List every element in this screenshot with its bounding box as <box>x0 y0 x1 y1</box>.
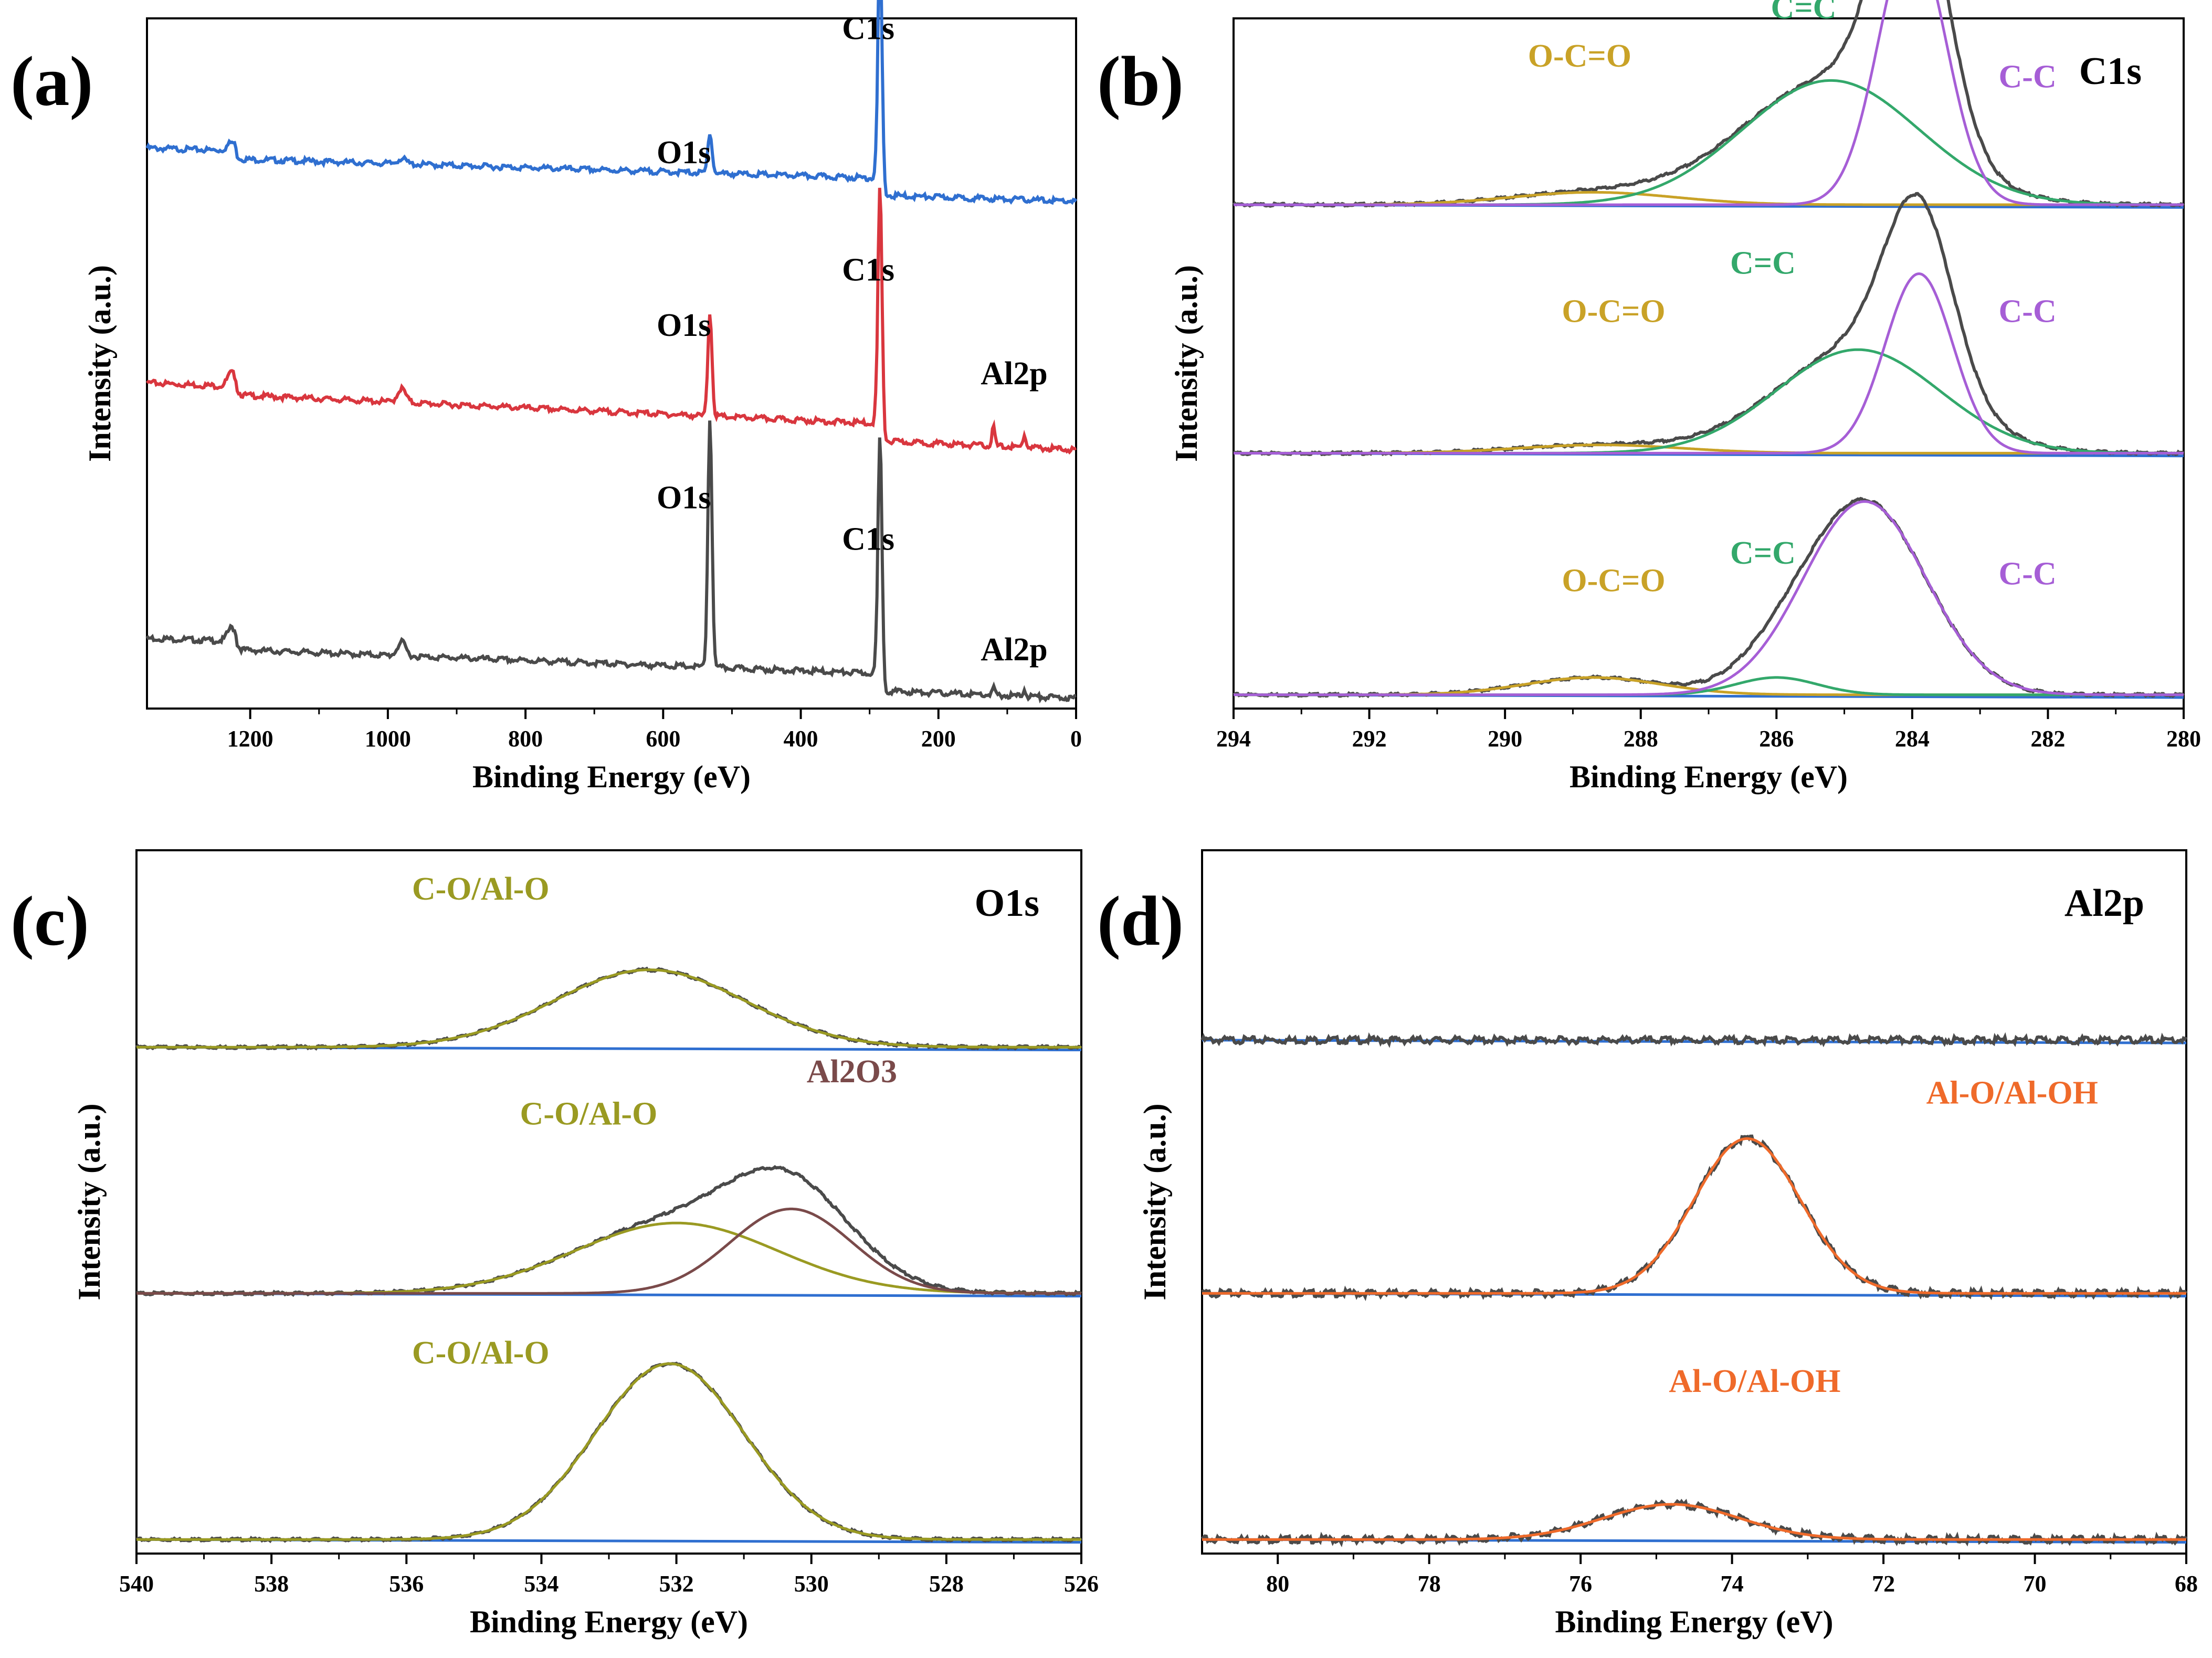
x-tick-label: 290 <box>1488 726 1522 752</box>
envelope-line <box>1201 1134 2188 1302</box>
x-tick-label: 538 <box>254 1571 289 1597</box>
x-axis-label: Binding Energy (eV) <box>470 1604 748 1639</box>
x-tick-label: 288 <box>1624 726 1658 752</box>
series-line-top <box>145 0 1078 205</box>
x-tick-label: 68 <box>2175 1571 2198 1597</box>
peak-annotation: C-C <box>1999 59 2057 95</box>
component-line-c-o-al-o <box>136 1221 1081 1295</box>
peak-annotation: C-C <box>1999 294 2057 330</box>
x-axis-label: Binding Energy (eV) <box>1555 1604 1833 1639</box>
envelope-line <box>1233 497 2185 699</box>
x-tick-label: 536 <box>389 1571 424 1597</box>
component-line-c-c <box>1234 0 2184 206</box>
peak-annotation: Al-O/Al-OH <box>1926 1075 2098 1111</box>
peak-annotation: C=C <box>1730 246 1796 281</box>
peak-annotation: C=C <box>1771 0 1837 26</box>
x-tick-label: 400 <box>784 726 818 752</box>
x-tick-label: 540 <box>119 1571 154 1597</box>
x-tick-label: 200 <box>921 726 956 752</box>
component-line-c-o-al-o <box>136 1362 1081 1541</box>
x-tick-label: 1000 <box>365 726 411 752</box>
x-tick-label: 294 <box>1216 726 1251 752</box>
series-line-bottom <box>145 420 1077 704</box>
envelope-line <box>135 1361 1082 1544</box>
component-line-c-c <box>1234 79 2184 206</box>
peak-annotation: O1s <box>657 135 711 171</box>
plot-frame <box>1201 849 2187 1555</box>
plot-frame <box>1233 17 2185 710</box>
component-line-al-o-al-oh <box>1202 1137 2186 1295</box>
peak-annotation: C1s <box>842 522 894 557</box>
x-axis-label: Binding Energy (eV) <box>472 759 751 794</box>
x-tick-label: 286 <box>1759 726 1794 752</box>
series-line-middle <box>145 187 1077 455</box>
envelope-line <box>1200 1032 2188 1048</box>
peak-annotation: O-C=O <box>1528 38 1631 74</box>
peak-annotation: C-O/Al-O <box>412 1335 550 1371</box>
x-tick-label: 800 <box>508 726 543 752</box>
y-axis-label: Intensity (a.u.) <box>82 265 117 462</box>
x-tick-label: 76 <box>1569 1571 1592 1597</box>
x-tick-label: 532 <box>659 1571 694 1597</box>
x-tick-label: 78 <box>1418 1571 1441 1597</box>
peak-annotation: O-C=O <box>1562 563 1665 598</box>
component-line-c-c <box>1234 500 2184 696</box>
x-axis-label: Binding Energy (eV) <box>1570 759 1848 794</box>
peak-annotation: Al2p <box>981 356 1047 392</box>
peak-annotation: C=C <box>1730 535 1796 571</box>
y-axis-label: Intensity (a.u.) <box>1137 1103 1172 1300</box>
x-tick-label: 72 <box>1872 1571 1895 1597</box>
element-label: O1s <box>975 882 1039 925</box>
panel-d: 80 78 76 74 72 70 68 Binding Energy (eV) Intensi… <box>1097 849 2198 1639</box>
peak-annotation: O-C=O <box>1562 294 1665 330</box>
peak-annotation: C-O/Al-O <box>520 1096 658 1132</box>
panel-label: (b) <box>1097 43 1184 121</box>
peak-annotation: C-C <box>1999 556 2057 592</box>
plot-frame <box>146 17 1077 710</box>
peak-annotation: C-O/Al-O <box>412 871 550 907</box>
peak-annotation: C1s <box>842 252 894 288</box>
x-tick-label: 74 <box>1721 1571 1744 1597</box>
x-tick-label: 280 <box>2166 726 2201 752</box>
plot-frame <box>135 849 1082 1555</box>
x-tick-label: 1200 <box>227 726 273 752</box>
envelope-line <box>135 966 1082 1051</box>
y-axis-label: Intensity (a.u.) <box>72 1103 107 1300</box>
x-tick-label: 600 <box>646 726 680 752</box>
panel-a: 1200 1000 800 600 400 200 0 Binding Energy (eV)… <box>10 0 1082 794</box>
x-tick-label: 80 <box>1266 1571 1289 1597</box>
envelope-line <box>1232 0 2185 208</box>
x-tick-label: 530 <box>794 1571 829 1597</box>
peak-annotation: C1s <box>842 10 894 46</box>
element-label: Al2p <box>2064 882 2144 925</box>
panel-c: 540 538 536 534 532 530 528 526 Binding Energy (… <box>10 849 1099 1639</box>
panel-b: 294 292 290 288 286 284 282 280 Binding Energy (… <box>1097 0 2201 794</box>
component-line-al2o3 <box>136 1207 1081 1295</box>
component-line-c-c <box>1234 348 2184 455</box>
x-tick-label: 534 <box>524 1571 559 1597</box>
element-label: C1s <box>2079 50 2142 93</box>
component-line-c-o-al-o <box>136 968 1081 1049</box>
envelope-line <box>136 1165 1082 1297</box>
component-line-al-o-al-oh <box>1202 1503 2186 1541</box>
component-line-c-c <box>1234 272 2184 455</box>
peak-annotation: O1s <box>657 308 711 343</box>
x-tick-label: 282 <box>2030 726 2065 752</box>
peak-annotation: O1s <box>657 480 711 516</box>
x-tick-label: 526 <box>1064 1571 1099 1597</box>
x-tick-label: 0 <box>1070 726 1082 752</box>
peak-annotation: Al-O/Al-OH <box>1669 1364 1840 1399</box>
y-axis-label: Intensity (a.u.) <box>1169 265 1204 462</box>
x-tick-label: 528 <box>929 1571 964 1597</box>
peak-annotation: Al2O3 <box>807 1054 897 1090</box>
x-tick-label: 70 <box>2024 1571 2047 1597</box>
x-tick-label: 292 <box>1352 726 1387 752</box>
panel-label: (d) <box>1097 882 1184 960</box>
panel-label: (a) <box>10 43 93 121</box>
x-tick-label: 284 <box>1895 726 1930 752</box>
peak-annotation: Al2p <box>981 632 1047 668</box>
panel-label: (c) <box>10 882 89 960</box>
